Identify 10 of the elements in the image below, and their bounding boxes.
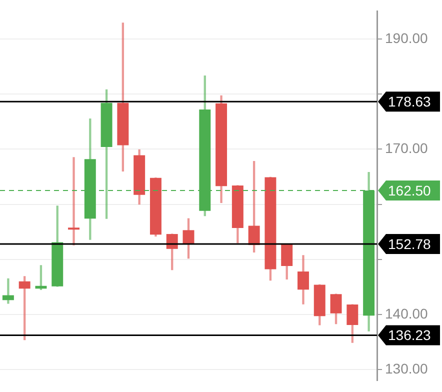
ref-line-label: 136.23 — [388, 327, 432, 344]
y-tick-label: 190.00 — [385, 30, 428, 46]
ref-line-label: 152.78 — [388, 236, 432, 252]
ref-line-label: 162.50 — [388, 182, 432, 198]
candlestick — [2, 278, 14, 304]
ref-line-label: 178.63 — [388, 93, 432, 110]
y-tick-label: 140.00 — [385, 305, 428, 322]
candlestick — [68, 157, 80, 246]
y-tick-label: 170.00 — [385, 140, 428, 156]
y-tick-label: 130.00 — [385, 360, 428, 376]
